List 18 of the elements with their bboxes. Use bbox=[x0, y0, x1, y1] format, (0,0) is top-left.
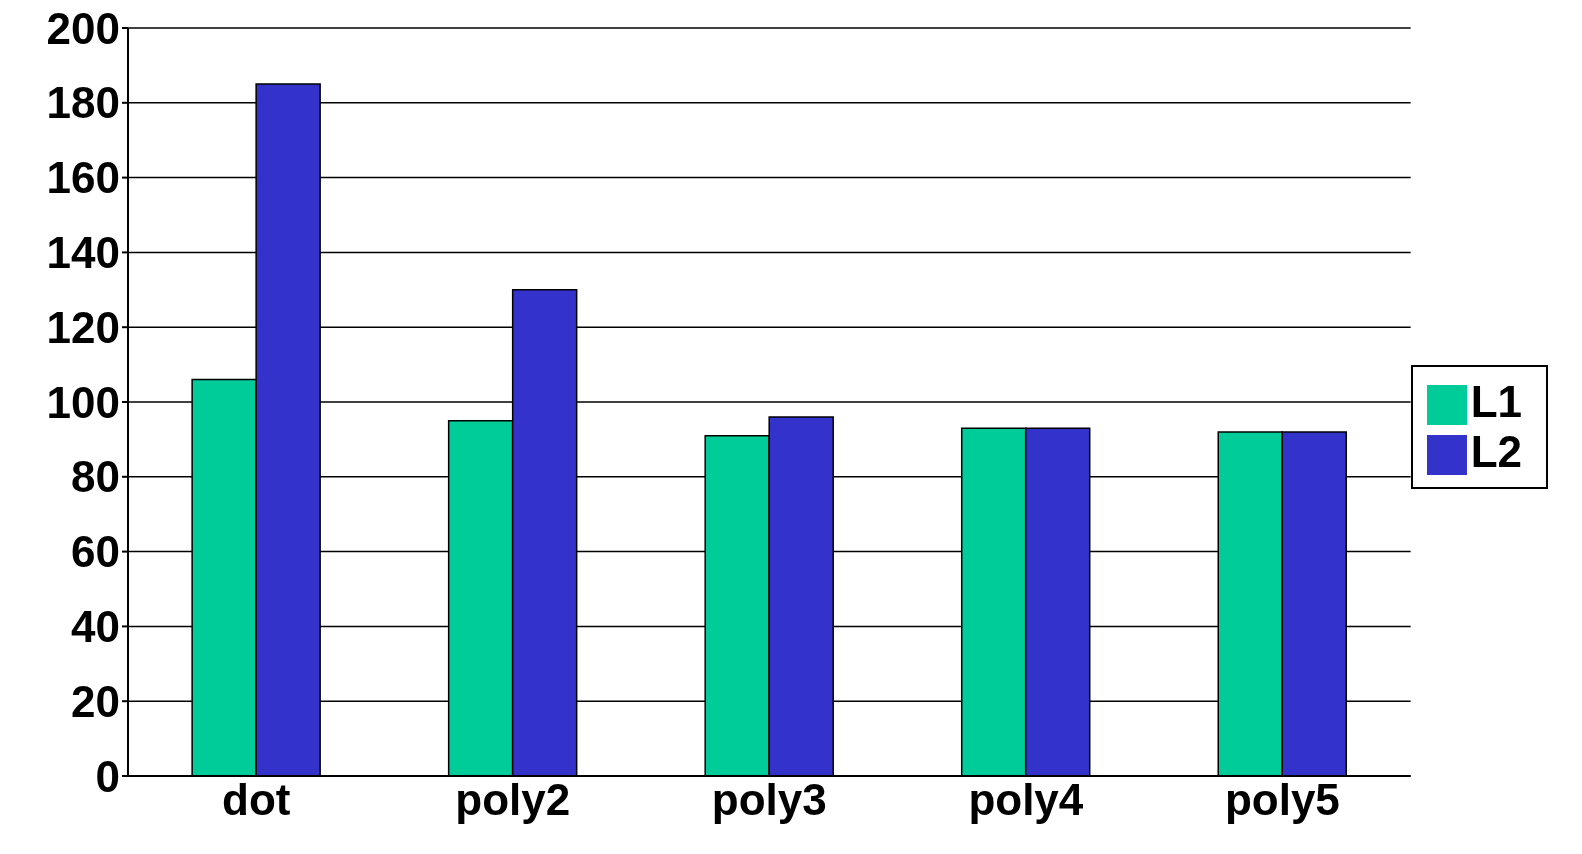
y-tick-label: 80 bbox=[71, 452, 120, 502]
x-tick-label: poly3 bbox=[711, 775, 827, 825]
y-tick-label: 20 bbox=[71, 676, 120, 726]
legend-label: L2 bbox=[1470, 427, 1522, 476]
y-tick-label: 180 bbox=[46, 78, 120, 128]
x-tick-label: poly5 bbox=[1224, 775, 1340, 825]
y-tick-label: 140 bbox=[46, 228, 120, 278]
y-tick-label: 0 bbox=[95, 751, 120, 801]
x-tick-label: poly2 bbox=[455, 775, 571, 825]
y-tick-label: 120 bbox=[46, 302, 120, 352]
y-tick-label: 40 bbox=[71, 602, 120, 652]
y-tick-label: 60 bbox=[71, 527, 120, 577]
y-tick-label: 100 bbox=[46, 377, 120, 427]
x-tick-label: poly4 bbox=[968, 775, 1084, 825]
y-tick-label: 200 bbox=[46, 3, 120, 53]
y-tick-label: 160 bbox=[46, 153, 120, 203]
x-tick-label: dot bbox=[222, 775, 291, 825]
legend-label: L1 bbox=[1470, 377, 1522, 426]
